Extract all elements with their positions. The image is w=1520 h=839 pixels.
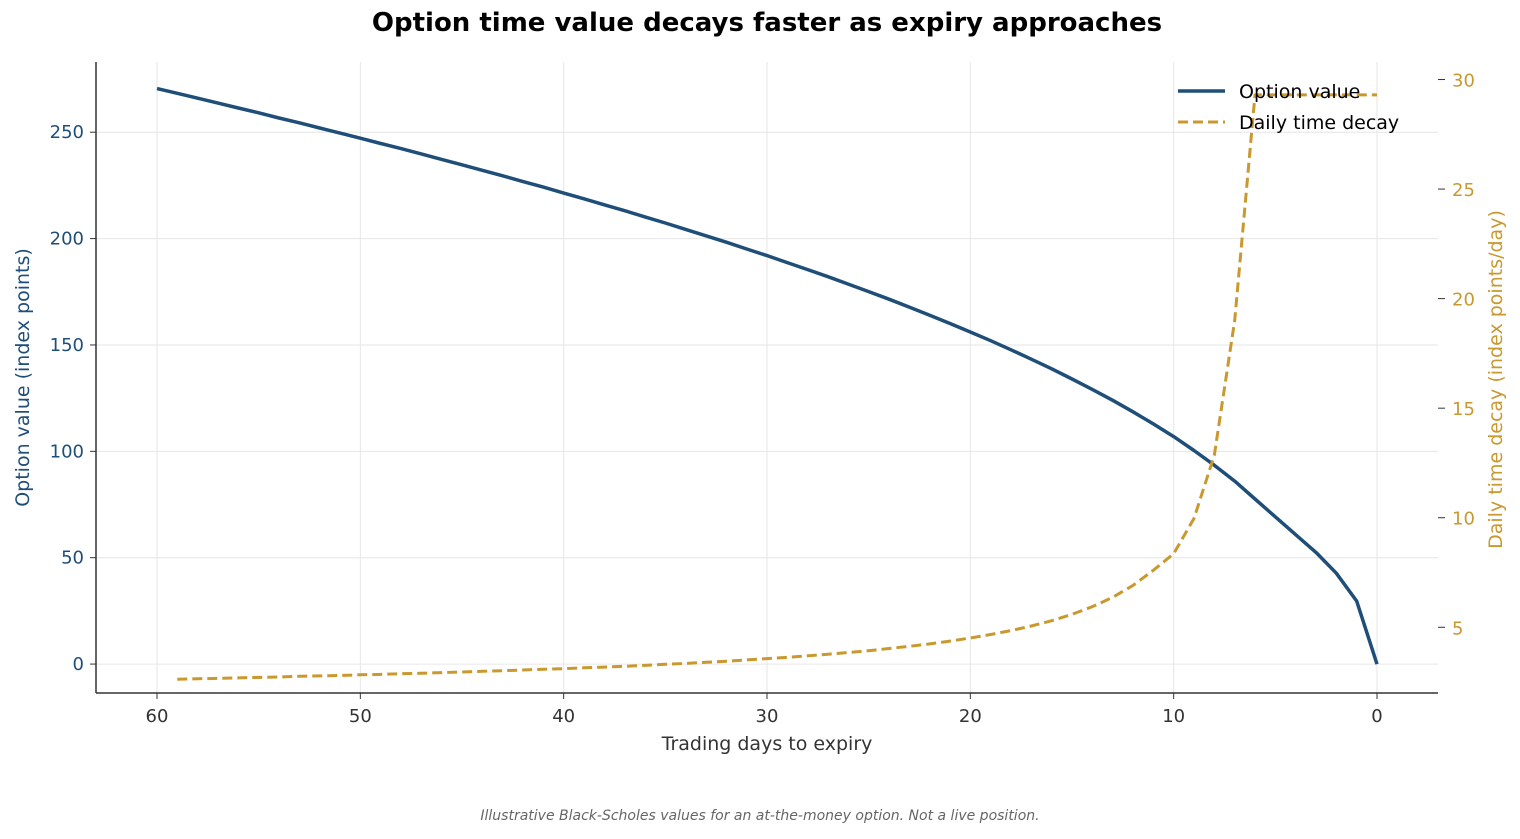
y-left-axis-label: Option value (index points) [12, 248, 34, 507]
x-tick-label: 40 [552, 706, 575, 727]
x-tick-label: 20 [959, 706, 982, 727]
x-tick-label: 30 [756, 706, 779, 727]
y-right-tick-label: 30 [1452, 71, 1475, 92]
option-value-line [156, 86, 1379, 665]
x-tick-label: 0 [1371, 706, 1382, 727]
y-left-tick-label: 250 [50, 122, 84, 143]
x-tick-label: 50 [349, 706, 372, 727]
legend-label-time-decay: Daily time decay [1239, 112, 1399, 134]
y-right-axis-label: Daily time decay (index points/day) [1485, 210, 1507, 549]
x-tick-label: 10 [1162, 706, 1185, 727]
axes: 60 50 40 30 20 10 005010015020025051015202530T… [12, 62, 1507, 755]
legend-label-option-value: Option value [1239, 81, 1360, 103]
y-right-tick-label: 20 [1452, 290, 1475, 311]
time-decay-line [177, 93, 1377, 681]
y-left-tick-label: 0 [73, 654, 84, 675]
chart-title: Option time value decays faster as expir… [371, 8, 1163, 38]
y-left-tick-label: 150 [50, 335, 84, 356]
series-lines [156, 86, 1379, 681]
y-left-tick-label: 100 [50, 441, 84, 462]
y-right-tick-label: 5 [1452, 618, 1463, 639]
x-tick-label: 60 [146, 706, 169, 727]
x-axis-label: Trading days to expiry [661, 733, 873, 755]
legend: Option value Daily time decay [1178, 81, 1399, 134]
y-right-tick-label: 25 [1452, 180, 1475, 201]
y-right-tick-label: 10 [1452, 509, 1475, 530]
y-left-tick-label: 200 [50, 229, 84, 250]
grid [96, 62, 1438, 693]
footnote: Illustrative Black-Scholes values for an… [480, 808, 1040, 824]
y-right-tick-label: 15 [1452, 399, 1475, 420]
y-left-tick-label: 50 [61, 548, 84, 569]
